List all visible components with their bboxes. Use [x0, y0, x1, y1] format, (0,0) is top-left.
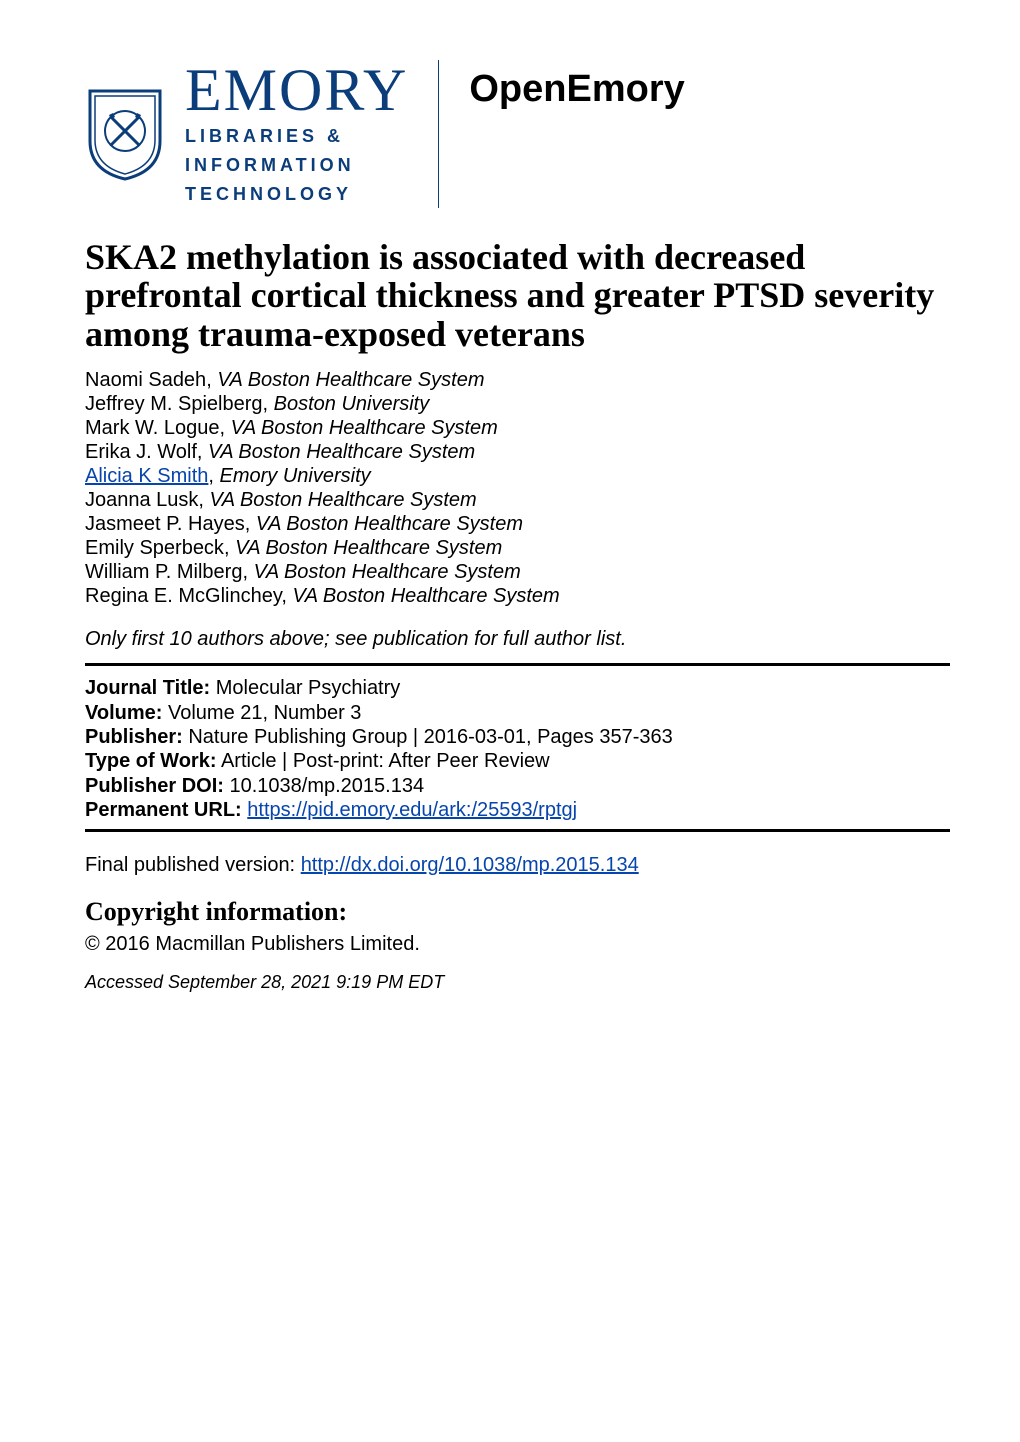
- author-name: Jasmeet P. Hayes: [85, 513, 245, 535]
- meta-publisher: Publisher: Nature Publishing Group | 201…: [85, 725, 950, 749]
- meta-volume: Volume: Volume 21, Number 3: [85, 701, 950, 725]
- final-version-line: Final published version: http://dx.doi.o…: [85, 854, 950, 877]
- copyright-text: © 2016 Macmillan Publishers Limited.: [85, 933, 950, 956]
- meta-permalink: Permanent URL: https://pid.emory.edu/ark…: [85, 798, 950, 822]
- meta-journal: Journal Title: Molecular Psychiatry: [85, 676, 950, 700]
- article-title: SKA2 methylation is associated with decr…: [85, 238, 950, 355]
- divider-top: [85, 663, 950, 666]
- author-affiliation: VA Boston Healthcare System: [293, 585, 560, 607]
- author-name: Jeffrey M. Spielberg: [85, 393, 263, 415]
- meta-doi-value: 10.1038/mp.2015.134: [224, 775, 424, 797]
- author-affiliation: VA Boston Healthcare System: [210, 489, 477, 511]
- author-affiliation: VA Boston Healthcare System: [254, 561, 521, 583]
- meta-type-value: Article | Post-print: After Peer Review: [216, 750, 549, 772]
- author-list-note: Only first 10 authors above; see publica…: [85, 628, 950, 651]
- meta-publisher-value: Nature Publishing Group | 2016-03-01, Pa…: [183, 726, 673, 748]
- emory-sub-line-1: LIBRARIES &: [185, 124, 408, 149]
- author-row: Jeffrey M. Spielberg, Boston University: [85, 392, 950, 416]
- author-affiliation: VA Boston Healthcare System: [208, 441, 475, 463]
- copyright-heading: Copyright information:: [85, 897, 950, 927]
- metadata-block: Journal Title: Molecular Psychiatry Volu…: [85, 676, 950, 822]
- author-affiliation: VA Boston Healthcare System: [235, 537, 502, 559]
- author-row: Naomi Sadeh, VA Boston Healthcare System: [85, 368, 950, 392]
- header: EMORY LIBRARIES & INFORMATION TECHNOLOGY…: [85, 60, 950, 208]
- meta-permalink-link[interactable]: https://pid.emory.edu/ark:/25593/rptgj: [247, 799, 577, 821]
- meta-publisher-label: Publisher:: [85, 726, 183, 748]
- meta-journal-value: Molecular Psychiatry: [210, 677, 400, 699]
- meta-volume-value: Volume 21, Number 3: [162, 702, 361, 724]
- author-link[interactable]: Alicia K Smith: [85, 465, 208, 487]
- author-affiliation: VA Boston Healthcare System: [231, 417, 498, 439]
- author-affiliation: VA Boston Healthcare System: [217, 369, 484, 391]
- emory-sub-line-3: TECHNOLOGY: [185, 182, 408, 207]
- authors-list: Naomi Sadeh, VA Boston Healthcare System…: [85, 368, 950, 608]
- author-affiliation: VA Boston Healthcare System: [256, 513, 523, 535]
- author-row: Emily Sperbeck, VA Boston Healthcare Sys…: [85, 536, 950, 560]
- emory-sub-line-2: INFORMATION: [185, 153, 408, 178]
- openemory-wordmark: OpenEmory: [469, 68, 684, 111]
- author-row: Jasmeet P. Hayes, VA Boston Healthcare S…: [85, 512, 950, 536]
- author-row: William P. Milberg, VA Boston Healthcare…: [85, 560, 950, 584]
- divider-bottom: [85, 829, 950, 832]
- author-row: Alicia K Smith, Emory University: [85, 464, 950, 488]
- author-row: Regina E. McGlinchey, VA Boston Healthca…: [85, 584, 950, 608]
- author-row: Erika J. Wolf, VA Boston Healthcare Syst…: [85, 440, 950, 464]
- author-row: Joanna Lusk, VA Boston Healthcare System: [85, 488, 950, 512]
- author-name: Mark W. Logue: [85, 417, 220, 439]
- meta-permalink-label: Permanent URL:: [85, 799, 242, 821]
- meta-volume-label: Volume:: [85, 702, 162, 724]
- author-name: Naomi Sadeh: [85, 369, 206, 391]
- emory-wordmark-block: EMORY LIBRARIES & INFORMATION TECHNOLOGY: [185, 60, 439, 208]
- final-version-label: Final published version:: [85, 854, 301, 876]
- meta-type-label: Type of Work:: [85, 750, 216, 772]
- author-name: Emily Sperbeck: [85, 537, 224, 559]
- emory-title: EMORY: [185, 60, 408, 120]
- author-affiliation: Boston University: [274, 393, 430, 415]
- author-row: Mark W. Logue, VA Boston Healthcare Syst…: [85, 416, 950, 440]
- meta-doi: Publisher DOI: 10.1038/mp.2015.134: [85, 774, 950, 798]
- author-name: Erika J. Wolf: [85, 441, 197, 463]
- author-name: Joanna Lusk: [85, 489, 198, 511]
- meta-doi-label: Publisher DOI:: [85, 775, 224, 797]
- emory-shield-logo: [85, 86, 165, 181]
- meta-type: Type of Work: Article | Post-print: Afte…: [85, 749, 950, 773]
- accessed-timestamp: Accessed September 28, 2021 9:19 PM EDT: [85, 972, 950, 993]
- meta-journal-label: Journal Title:: [85, 677, 210, 699]
- author-name: Regina E. McGlinchey: [85, 585, 281, 607]
- final-version-link[interactable]: http://dx.doi.org/10.1038/mp.2015.134: [301, 854, 639, 876]
- author-affiliation: Emory University: [220, 465, 371, 487]
- author-name: William P. Milberg: [85, 561, 242, 583]
